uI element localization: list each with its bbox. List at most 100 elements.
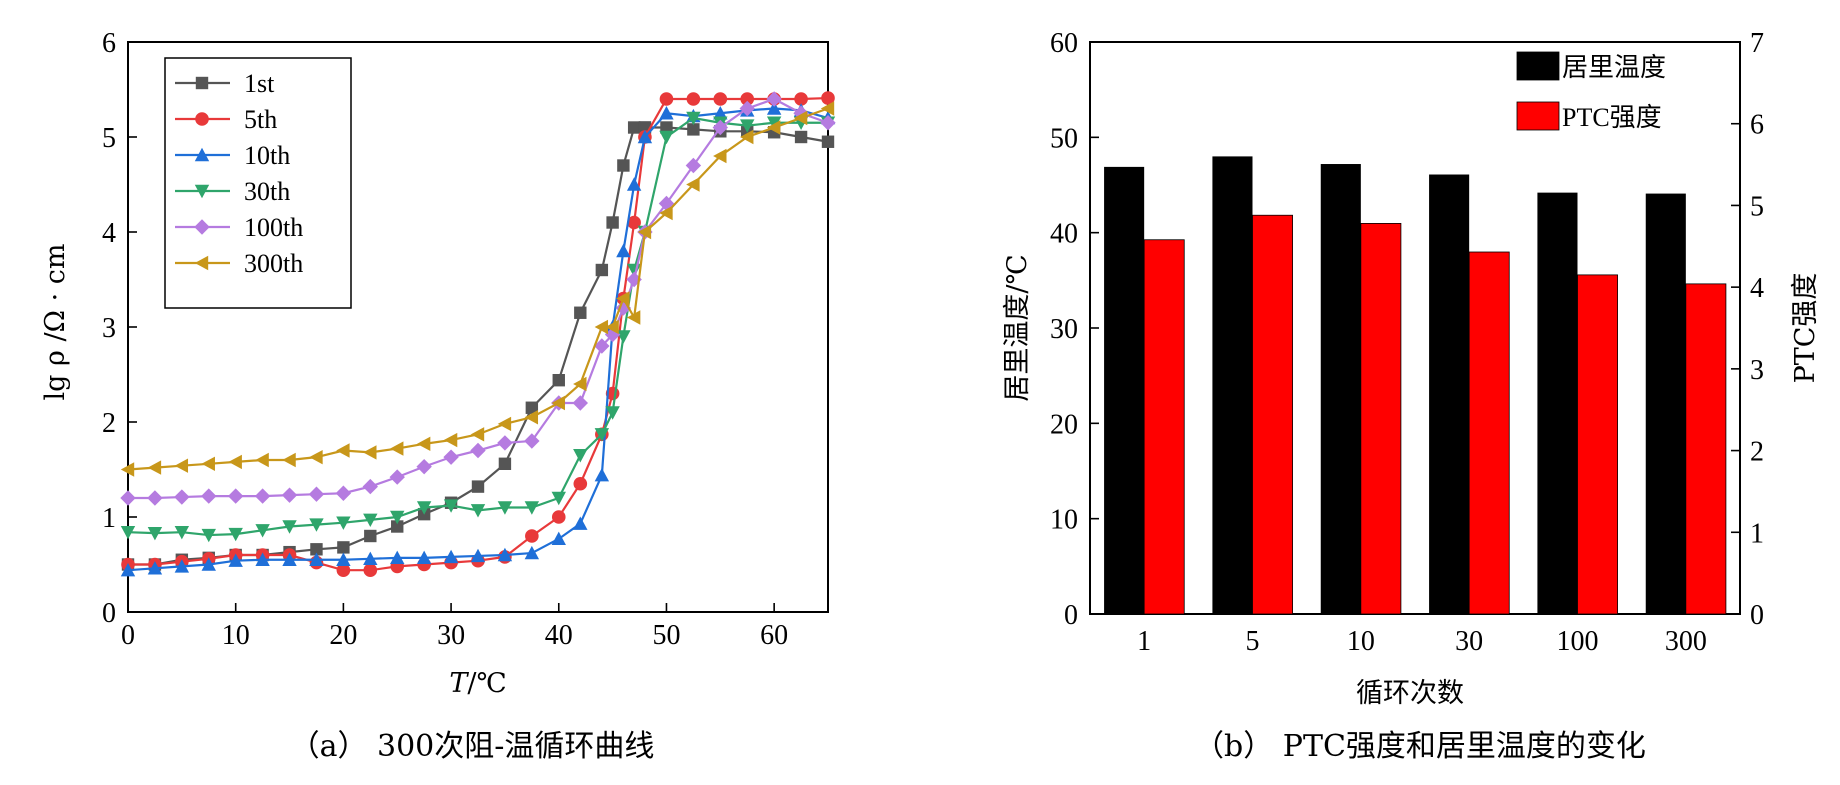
chart-a-data-point: [793, 110, 808, 126]
chart-b-x-tick-label: 5: [1246, 626, 1260, 657]
chart-a-data-point: [470, 548, 486, 563]
chart-a-data-point: [174, 559, 190, 573]
chart-a-data-point: [497, 435, 513, 451]
chart-b-caption: （b） PTC强度和居里温度的变化: [1194, 729, 1646, 764]
chart-a-data-point: [594, 338, 610, 354]
chart-a-y-tick-label: 0: [102, 598, 116, 629]
chart-a-data-point: [685, 157, 702, 174]
chart-a-x-tick-label: 60: [760, 620, 788, 651]
chart-a-data-point: [573, 476, 588, 491]
chart-a: 0 10 20 30 40 50 60 0 1 2 3 4 5 6 1st 5th 10th 30th 100th…: [40, 28, 836, 764]
chart-b-legend: 居里温度 PTC强度: [1516, 51, 1666, 132]
chart-a-y-tick-label: 2: [102, 408, 116, 439]
chart-a-data-point: [604, 326, 621, 343]
chart-a-data-point: [626, 177, 642, 191]
chart-a-legend-marker: [194, 219, 210, 235]
chart-b-x-tick-label: 10: [1347, 626, 1375, 657]
chart-b-legend-label: 居里温度: [1562, 53, 1666, 82]
chart-a-data-point: [443, 499, 459, 513]
chart-a-legend-marker: [194, 147, 210, 162]
chart-a-data-point: [525, 529, 539, 543]
chart-a-y-tick-label: 6: [102, 28, 116, 59]
chart-b-bar-curie-temp: [1212, 156, 1253, 614]
chart-a-data-point: [416, 458, 432, 475]
chart-a-x-tick-label: 20: [329, 620, 357, 651]
chart-a-data-point: [660, 121, 673, 134]
chart-a-data-point: [336, 563, 351, 577]
chart-a-data-point: [524, 410, 539, 425]
chart-a-data-point: [282, 452, 296, 468]
chart-a-data-point: [594, 428, 610, 442]
chart-b-axes: 0 10 20 30 40 50 60 0 1 2 3 4 5 6 7 1 5 10 30 100 300: [1050, 28, 1764, 657]
chart-a-x-tick-label: 10: [222, 620, 250, 651]
chart-a-data-point: [228, 454, 242, 470]
chart-a-data-point: [228, 553, 243, 567]
chart-a-data-point: [552, 374, 565, 387]
chart-b-bar-ptc-strength: [1252, 214, 1293, 615]
chart-a-data-point: [686, 177, 700, 192]
chart-a-data-point: [120, 462, 135, 477]
chart-b-y-tick-label: 0: [1064, 600, 1078, 631]
chart-b-y-axis-label: 居里温度/℃: [1002, 254, 1033, 401]
chart-a-legend-label: 30th: [244, 177, 290, 206]
chart-b-right-y-tick-label: 5: [1750, 191, 1764, 222]
chart-a-legend: 1st 5th 10th 30th 100th 300th: [164, 57, 352, 309]
chart-a-data-point: [766, 91, 782, 107]
chart-a-caption: （a） 300次阻-温循环曲线: [290, 729, 655, 764]
chart-a-data-point: [391, 520, 404, 533]
chart-a-data-point: [524, 433, 540, 449]
chart-a-data-point: [820, 101, 835, 116]
chart-a-legend-label: 100th: [244, 213, 303, 242]
chart-a-data-point: [443, 549, 459, 564]
chart-a-series-100th: [120, 91, 836, 506]
chart-b-x-axis-label: 循环次数: [1356, 678, 1464, 709]
chart-a-data-point: [497, 501, 513, 515]
chart-a-data-point: [120, 526, 136, 540]
chart-a-data-point: [712, 119, 729, 136]
chart-a-data-point: [766, 101, 782, 115]
chart-a-data-point: [551, 395, 565, 411]
chart-a-data-point: [309, 552, 324, 566]
chart-a-data-point: [626, 310, 641, 325]
chart-a-data-point: [120, 490, 136, 506]
chart-a-data-point: [390, 441, 404, 456]
chart-a-data-point: [309, 518, 324, 532]
chart-a-x-tick-label: 0: [121, 620, 135, 651]
chart-b-bar-ptc-strength: [1143, 239, 1185, 615]
chart-a-series: [120, 91, 836, 577]
chart-b-right-y-tick-label: 4: [1750, 273, 1764, 304]
chart-a-data-point: [740, 129, 754, 145]
chart-a-data-point: [147, 526, 163, 541]
chart-a-data-point: [174, 489, 190, 505]
chart-a-data-point: [363, 445, 377, 460]
chart-b-bar-ptc-strength: [1577, 274, 1618, 615]
chart-a-data-point: [713, 92, 728, 106]
chart-a-data-point: [416, 550, 432, 565]
chart-a-data-point: [551, 510, 566, 524]
chart-a-data-point: [766, 116, 782, 130]
chart-a-data-point: [794, 130, 808, 144]
chart-a-axes: 0 10 20 30 40 50 60 0 1 2 3 4 5 6: [102, 28, 788, 651]
chart-b-legend-swatch: [1516, 51, 1560, 81]
chart-a-x-tick-label: 50: [652, 620, 680, 651]
chart-b-bar-ptc-strength: [1468, 251, 1510, 615]
chart-b-bar-curie-temp: [1645, 193, 1686, 614]
chart-a-data-point: [147, 490, 163, 506]
chart-a-data-point: [470, 442, 486, 459]
chart-a-y-tick-label: 5: [102, 123, 116, 154]
chart-b-y-tick-label: 50: [1050, 123, 1078, 154]
chart-a-data-point: [363, 513, 378, 528]
chart-b-bar-curie-temp: [1320, 164, 1361, 614]
chart-a-data-point: [616, 291, 630, 306]
chart-a-legend-marker: [195, 112, 209, 126]
chart-b-y-tick-label: 60: [1050, 28, 1078, 59]
chart-a-data-point: [525, 401, 539, 414]
chart-b-legend-label: PTC强度: [1562, 103, 1662, 132]
chart-a-data-point: [174, 458, 189, 473]
chart-b-legend-swatch: [1516, 101, 1560, 131]
chart-a-data-point: [606, 216, 619, 229]
chart-a-data-point: [821, 135, 835, 148]
chart-b-right-y-tick-label: 2: [1750, 437, 1764, 468]
chart-a-data-point: [498, 457, 512, 470]
chart-a-data-point: [255, 524, 270, 538]
